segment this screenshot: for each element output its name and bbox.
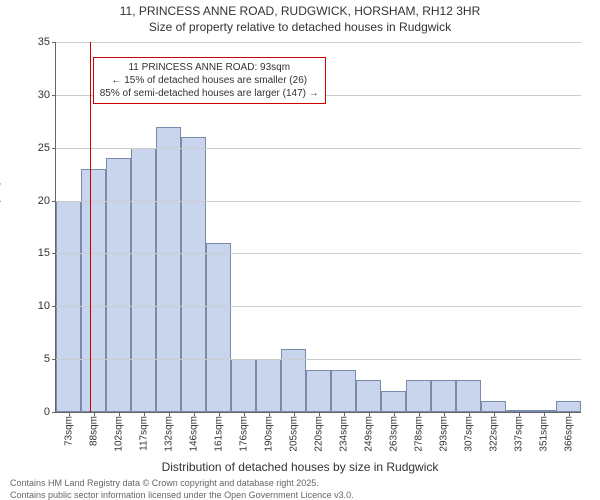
x-tick-label: 146sqm [188, 416, 199, 452]
annotation-line: 11 PRINCESS ANNE ROAD: 93sqm [100, 61, 319, 74]
x-tick-mark [369, 412, 370, 416]
x-tick-mark [444, 412, 445, 416]
bar [81, 169, 106, 412]
x-tick-mark [194, 412, 195, 416]
annotation-line: 85% of semi-detached houses are larger (… [100, 87, 319, 100]
x-tick-mark [244, 412, 245, 416]
x-tick-mark [469, 412, 470, 416]
chart-title-line1: 11, PRINCESS ANNE ROAD, RUDGWICK, HORSHA… [0, 4, 600, 18]
x-tick-mark [219, 412, 220, 416]
bar [106, 158, 131, 412]
x-tick-mark [144, 412, 145, 416]
grid-line [56, 306, 581, 307]
bar [131, 148, 156, 412]
x-tick-label: 190sqm [263, 416, 274, 452]
bar [406, 380, 431, 412]
bar [431, 380, 456, 412]
x-tick-label: 293sqm [438, 416, 449, 452]
bar [206, 243, 231, 412]
bar [356, 380, 381, 412]
x-tick-mark [544, 412, 545, 416]
y-tick-label: 10 [38, 300, 50, 312]
bar [556, 401, 581, 412]
annotation-box: 11 PRINCESS ANNE ROAD: 93sqm← 15% of det… [93, 57, 326, 104]
x-tick-mark [569, 412, 570, 416]
x-tick-mark [494, 412, 495, 416]
bar [156, 127, 181, 412]
x-tick-label: 351sqm [538, 416, 549, 452]
highlight-line [90, 42, 91, 412]
grid-line [56, 253, 581, 254]
y-tick-label: 30 [38, 89, 50, 101]
y-tick-mark [52, 148, 56, 149]
y-tick-mark [52, 306, 56, 307]
grid-line [56, 359, 581, 360]
annotation-line: ← 15% of detached houses are smaller (26… [100, 74, 319, 87]
x-tick-mark [319, 412, 320, 416]
bar [256, 359, 281, 412]
y-tick-label: 15 [38, 247, 50, 259]
x-tick-label: 263sqm [388, 416, 399, 452]
chart-container: 11, PRINCESS ANNE ROAD, RUDGWICK, HORSHA… [0, 0, 600, 500]
y-axis-label: Number of detached properties [0, 149, 1, 314]
x-tick-mark [294, 412, 295, 416]
x-tick-label: 88sqm [88, 416, 99, 446]
y-tick-mark [52, 95, 56, 96]
y-tick-label: 20 [38, 195, 50, 207]
x-tick-mark [94, 412, 95, 416]
bar [481, 401, 506, 412]
x-tick-label: 337sqm [513, 416, 524, 452]
x-tick-mark [169, 412, 170, 416]
x-tick-mark [394, 412, 395, 416]
x-tick-label: 366sqm [563, 416, 574, 452]
x-tick-label: 249sqm [363, 416, 374, 452]
footer-line-1: Contains HM Land Registry data © Crown c… [10, 478, 319, 488]
x-tick-mark [69, 412, 70, 416]
x-tick-label: 307sqm [463, 416, 474, 452]
y-tick-mark [52, 42, 56, 43]
grid-line [56, 148, 581, 149]
x-tick-label: 278sqm [413, 416, 424, 452]
y-tick-label: 0 [44, 406, 50, 418]
x-tick-label: 234sqm [338, 416, 349, 452]
x-tick-label: 117sqm [138, 416, 149, 451]
x-tick-label: 176sqm [238, 416, 249, 452]
x-tick-mark [419, 412, 420, 416]
bar [381, 391, 406, 412]
x-tick-mark [119, 412, 120, 416]
x-tick-mark [519, 412, 520, 416]
y-tick-label: 25 [38, 142, 50, 154]
x-tick-label: 161sqm [213, 416, 224, 452]
x-tick-mark [269, 412, 270, 416]
bar [306, 370, 331, 412]
bar [281, 349, 306, 412]
y-tick-mark [52, 253, 56, 254]
x-tick-label: 73sqm [63, 416, 74, 446]
y-tick-mark [52, 412, 56, 413]
bar [456, 380, 481, 412]
x-axis-label: Distribution of detached houses by size … [0, 460, 600, 474]
y-tick-label: 35 [38, 36, 50, 48]
grid-line [56, 201, 581, 202]
y-tick-mark [52, 201, 56, 202]
bar [331, 370, 356, 412]
bar [231, 359, 256, 412]
x-tick-mark [344, 412, 345, 416]
y-tick-label: 5 [44, 353, 50, 365]
grid-line [56, 42, 581, 43]
bar [181, 137, 206, 412]
x-tick-label: 102sqm [113, 416, 124, 452]
y-tick-mark [52, 359, 56, 360]
plot-area: 0510152025303573sqm88sqm102sqm117sqm132s… [55, 42, 581, 413]
x-tick-label: 205sqm [288, 416, 299, 452]
x-tick-label: 132sqm [163, 416, 174, 452]
x-tick-label: 220sqm [313, 416, 324, 452]
x-tick-label: 322sqm [488, 416, 499, 452]
chart-title-line2: Size of property relative to detached ho… [0, 20, 600, 34]
footer-line-2: Contains public sector information licen… [10, 490, 354, 500]
